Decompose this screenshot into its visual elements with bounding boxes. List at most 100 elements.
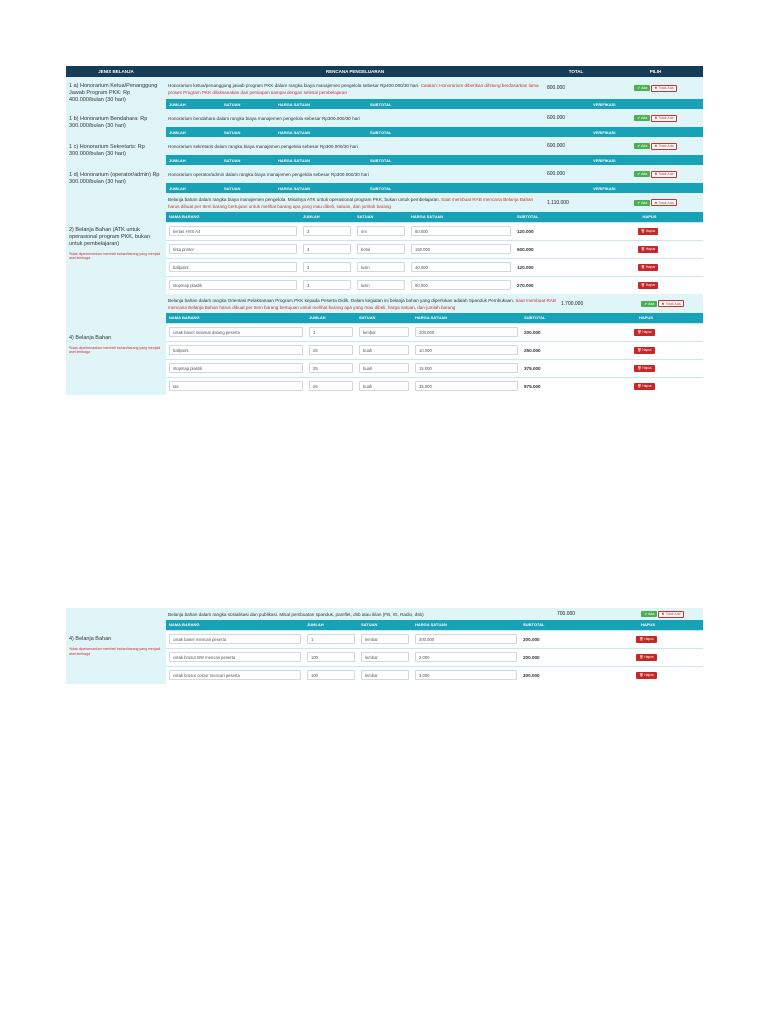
jumlah-input[interactable]: 3 xyxy=(303,280,351,291)
table-row: tas 25 buah 35.000 875.000 🗑 Hapus xyxy=(166,376,703,395)
header-rencana: RENCANA PENGELUARAN xyxy=(166,66,544,77)
rab-table-top: JENIS BELANJA RENCANA PENGELUARAN TOTAL … xyxy=(66,66,703,395)
hapus-button[interactable]: 🗑 Hapus xyxy=(637,227,659,235)
nama-barang-input[interactable]: kertas HVS A4 xyxy=(169,226,297,236)
harga-satuan-input[interactable]: 200.000 xyxy=(415,327,518,337)
satuan-input[interactable]: buah xyxy=(359,363,409,373)
jumlah-input[interactable]: 4 xyxy=(303,244,351,254)
satuan-input[interactable]: botol xyxy=(357,244,405,254)
total-value: 600.000 xyxy=(547,115,566,121)
harga-satuan-input[interactable]: 2.000 xyxy=(415,652,517,662)
jumlah-input[interactable]: 2 xyxy=(303,226,351,236)
subtotal-value: 200.000 xyxy=(520,647,590,666)
satuan-input[interactable]: lusin xyxy=(357,280,405,291)
jumlah-input[interactable]: 25 xyxy=(309,381,353,392)
jenis-label: 1 a) Honorarium Ketua/Penanggung Jawab P… xyxy=(69,82,158,103)
jumlah-input[interactable]: 100 xyxy=(307,670,355,681)
jenis-label: 2) Belanja Bahan (ATK untuk operasional … xyxy=(69,226,161,261)
subtotal-value: 600.000 xyxy=(514,239,593,258)
rencana-desc: Belanja bahan dalam rangka biaya manajem… xyxy=(168,197,534,209)
nama-barang-input[interactable]: ballpoint xyxy=(169,345,303,355)
rencana-desc: Honorarium operator/admin dalam rangka b… xyxy=(168,172,369,177)
nama-barang-input[interactable]: ballpoint xyxy=(169,262,297,272)
hapus-button[interactable]: 🗑 Hapus xyxy=(634,328,655,336)
satuan-input[interactable]: lembar xyxy=(361,634,409,644)
jumlah-input[interactable]: 25 xyxy=(309,345,353,355)
jumlah-input[interactable]: 1 xyxy=(307,634,355,644)
header-jenis: JENIS BELANJA xyxy=(66,66,166,77)
jumlah-input[interactable]: 1 xyxy=(309,327,353,337)
tidak-ada-button[interactable]: ✖ Tidak Ada xyxy=(658,610,684,618)
hapus-button[interactable]: 🗑 Hapus xyxy=(634,364,655,372)
tidak-ada-button[interactable]: ✖ Tidak Ada xyxy=(651,114,677,122)
table-row: stopmap plastik 25 buah 15.000 375.000 🗑 Hapu… xyxy=(166,358,703,377)
rencana-desc: Honorarium ketua/penanggung jawab progra… xyxy=(168,82,539,95)
harga-satuan-input[interactable]: 10.000 xyxy=(415,345,518,355)
honor-row: 1 c) Honorarium Sekretaris: Rp 300.000/b… xyxy=(66,137,703,165)
rencana-desc: Honorarium sekretaris dalam rangka biaya… xyxy=(168,144,358,149)
nama-barang-input[interactable]: cetak baner selamat datang peserta xyxy=(169,327,303,337)
nama-barang-input[interactable]: stopmap plastik xyxy=(169,363,303,373)
hapus-button[interactable]: 🗑 Hapus xyxy=(636,671,657,679)
satuan-input[interactable]: lembar xyxy=(361,670,409,681)
satuan-input[interactable]: rim xyxy=(357,226,405,236)
tidak-ada-button[interactable]: ✖ Tidak Ada xyxy=(651,170,677,178)
nama-barang-input[interactable]: tas xyxy=(169,381,303,392)
hapus-button[interactable]: 🗑 Hapus xyxy=(636,653,657,661)
total-value: 700.000 xyxy=(557,611,576,617)
hapus-button[interactable]: 🗑 Hapus xyxy=(637,263,659,271)
satuan-input[interactable]: lembar xyxy=(361,652,409,662)
hapus-button[interactable]: 🗑 Hapus xyxy=(637,281,659,289)
satuan-input[interactable]: lusin xyxy=(357,262,405,272)
header-total: TOTAL xyxy=(544,66,608,77)
ada-button[interactable]: ✔ Ada xyxy=(634,115,651,121)
jumlah-input[interactable]: 25 xyxy=(309,363,353,373)
satuan-input[interactable]: buah xyxy=(359,345,409,355)
honor-row: 1 a) Honorarium Ketua/Penanggung Jawab P… xyxy=(66,77,703,109)
jumlah-input[interactable]: 100 xyxy=(307,652,355,662)
ada-button[interactable]: ✔ Ada xyxy=(634,85,651,91)
jenis-label: 4) Belanja Bahan *tidak diperkenankan me… xyxy=(69,334,161,355)
subtotal-value: 875.000 xyxy=(521,376,586,395)
satuan-input[interactable]: buah xyxy=(359,381,409,392)
harga-satuan-input[interactable]: 3.000 xyxy=(415,670,517,681)
belanja-bahan-sosialisasi: 4) Belanja Bahan *tidak diperkenankan me… xyxy=(66,608,703,684)
ada-button[interactable]: ✔ Ada xyxy=(634,143,651,149)
hapus-button[interactable]: 🗑 Hapus xyxy=(634,382,655,390)
table-row: ballpoint 25 buah 10.000 250.000 🗑 Hapus xyxy=(166,340,703,359)
table-row: cetak baner mencari peserta 1 lembar 200.00… xyxy=(166,629,703,648)
ada-button[interactable]: ✔ Ada xyxy=(634,199,651,206)
hapus-button[interactable]: 🗑 Hapus xyxy=(634,346,655,354)
table-row: kertas HVS A4 2 rim 60.000 120.000 🗑 Hapus xyxy=(166,221,703,240)
harga-satuan-input[interactable]: 35.000 xyxy=(415,381,518,392)
nama-barang-input[interactable]: cetak brosur colour mencari peserta xyxy=(169,670,301,681)
subtotal-value: 250.000 xyxy=(521,340,586,359)
nama-barang-input[interactable]: stopmap plastik xyxy=(169,280,297,291)
harga-satuan-input[interactable]: 200.000 xyxy=(415,634,517,644)
tidak-ada-button[interactable]: ✖ Tidak Ada xyxy=(651,84,677,92)
rencana-desc: Belanja bahan dalam rangka sosialisasi d… xyxy=(168,612,424,617)
nama-barang-input[interactable]: cetak brosur BW mencari peserta xyxy=(169,652,301,662)
hapus-button[interactable]: 🗑 Hapus xyxy=(636,635,657,643)
tidak-ada-button[interactable]: ✖ Tidak Ada xyxy=(658,300,684,307)
harga-satuan-input[interactable]: 15.000 xyxy=(415,363,518,373)
table-row: cetak brosur colour mencari peserta 100 le… xyxy=(166,665,703,684)
total-value: 1.700.000 xyxy=(561,300,584,307)
ada-button[interactable]: ✔ Ada xyxy=(641,300,658,307)
ada-button[interactable]: ✔ Ada xyxy=(641,611,658,617)
harga-satuan-input[interactable]: 150.000 xyxy=(411,244,511,254)
tidak-ada-button[interactable]: ✖ Tidak Ada xyxy=(651,199,677,206)
harga-satuan-input[interactable]: 90.000 xyxy=(411,280,511,291)
harga-satuan-input[interactable]: 60.000 xyxy=(411,226,511,236)
ada-button[interactable]: ✔ Ada xyxy=(634,171,651,177)
harga-satuan-input[interactable]: 40.000 xyxy=(411,262,511,272)
honor-row: 1 b) Honorarium Bendahara: Rp 300.000/bu… xyxy=(66,109,703,137)
satuan-input[interactable]: lembar xyxy=(359,327,409,337)
tidak-ada-button[interactable]: ✖ Tidak Ada xyxy=(651,142,677,150)
jumlah-input[interactable]: 3 xyxy=(303,262,351,272)
hapus-button[interactable]: 🗑 Hapus xyxy=(637,245,659,253)
nama-barang-input[interactable]: tinta printer xyxy=(169,244,297,254)
table-row: ballpoint 3 lusin 40.000 120.000 🗑 Hapus xyxy=(166,257,703,276)
subtotal-value: 200.000 xyxy=(520,629,590,648)
nama-barang-input[interactable]: cetak baner mencari peserta xyxy=(169,634,301,644)
